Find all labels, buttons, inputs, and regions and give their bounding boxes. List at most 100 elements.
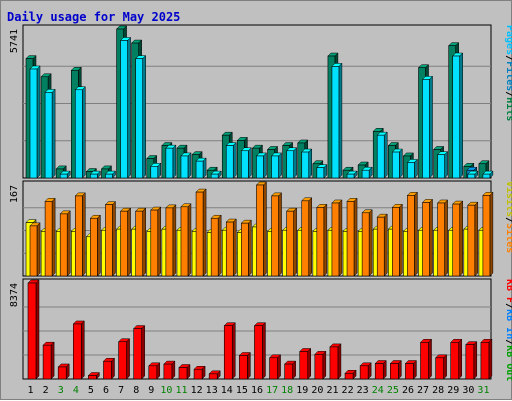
legend-item: / (504, 339, 512, 345)
x-tick-label: 23 (357, 385, 369, 396)
bar-kbf (42, 341, 55, 380)
bar-pages (180, 152, 192, 179)
bar-pages (195, 157, 207, 179)
bar-sites-side (97, 214, 101, 277)
bar-kbf-side (428, 338, 432, 380)
bar-pages-side (36, 65, 41, 179)
bar-pages-front (44, 92, 53, 179)
bar-pages-front (74, 89, 83, 179)
x-tick-label: 26 (402, 385, 414, 396)
bar-sites-front (210, 217, 219, 277)
bar-kbf-front (480, 342, 490, 380)
x-tick-label: 24 (372, 385, 384, 396)
bar-sites-front (407, 195, 415, 277)
bar-sites (240, 219, 252, 277)
panel-max-label: 167 (9, 185, 20, 203)
bar-sites-front (331, 202, 340, 277)
bar-kbf-front (178, 367, 188, 380)
x-tick-label: 27 (417, 385, 429, 396)
bar-hits (100, 165, 113, 179)
bar-kbf (117, 338, 131, 380)
bar-kbf-front (148, 365, 158, 380)
bar-kbf-front (344, 372, 354, 380)
legend-item: KB Out (504, 345, 512, 381)
x-tick-label: 8 (133, 385, 139, 396)
panel-legend: Pages/Files/Hits (504, 25, 512, 121)
bar-sites (104, 201, 117, 277)
bar-kbf-front (27, 282, 37, 380)
bar-sites-side (263, 181, 267, 277)
bar-pages (286, 147, 298, 179)
bar-sites-side (383, 213, 388, 277)
bar-kbf-front (284, 363, 293, 380)
x-tick-label: 13 (206, 385, 218, 396)
bar-pages (346, 170, 358, 179)
bar-sites-front (135, 210, 143, 277)
bar-sites-side (66, 210, 71, 277)
bar-sites-side (293, 207, 297, 277)
bar-kbf-side (247, 351, 251, 380)
bar-pages (59, 170, 71, 179)
bar-pages-front (241, 150, 249, 179)
bar-pages (165, 144, 177, 179)
legend-item: / (504, 55, 512, 61)
bar-pages (270, 152, 283, 179)
bar-pages-side (233, 141, 237, 179)
bar-pages-front (150, 166, 159, 179)
x-tick-label: 25 (387, 385, 399, 396)
bar-pages (316, 164, 328, 179)
bar-kbf (72, 320, 85, 380)
bar-kbf (148, 362, 161, 380)
bar-sites (331, 199, 343, 277)
bar-pages-front (90, 173, 98, 179)
bar-sites (301, 197, 313, 277)
x-tick-label: 30 (462, 385, 474, 396)
x-tick-label: 1 (28, 385, 34, 396)
bar-pages (240, 147, 252, 179)
bar-pages (119, 36, 132, 179)
bar-kbf-front (57, 366, 67, 380)
bar-kbf-side (81, 320, 85, 380)
bar-pages-front (120, 40, 128, 179)
legend-item: KB In (504, 309, 512, 339)
legend-item: Pages (504, 25, 512, 55)
legend-item: / (504, 217, 512, 223)
bar-pages-front (467, 173, 476, 179)
x-tick-label: 17 (266, 385, 278, 396)
bar-kbf (404, 359, 418, 380)
bar-kbf-side (126, 338, 130, 380)
bar-kbf-front (193, 368, 203, 380)
bar-sites-side (399, 203, 403, 277)
bar-pages-front (135, 58, 143, 179)
bar-kbf-side (367, 362, 372, 380)
bar-pages-side (202, 157, 207, 179)
bar-kbf-side (50, 341, 55, 380)
bar-kbf-side (262, 322, 266, 380)
bar-pages-side (293, 147, 297, 179)
bar-sites (361, 209, 373, 277)
bar-sites-side (474, 201, 479, 277)
bar-sites-front (74, 195, 83, 277)
bar-sites-side (233, 218, 237, 277)
chart-panels: 5741Pages/Files/Hits167Visits/Sites8374K… (9, 24, 512, 381)
bar-pages-side (187, 152, 192, 179)
bar-sites (44, 197, 56, 277)
bar-sites (225, 218, 237, 277)
bar-kbf (450, 338, 463, 380)
bar-pages-side (82, 86, 86, 179)
bar-kbf (57, 363, 70, 380)
bar-pages (482, 170, 494, 179)
bar-pages-side (263, 152, 267, 179)
bar-pages-front (301, 151, 310, 179)
bar-sites-side (459, 200, 463, 277)
bar-kbf-side (413, 359, 417, 380)
bar-sites (286, 207, 298, 277)
bar-kbf-side (382, 359, 387, 380)
bar-sites-front (346, 201, 355, 277)
bar-kbf (344, 369, 357, 380)
bar-pages (89, 170, 101, 179)
bar-pages (104, 170, 117, 179)
bar-sites (482, 191, 494, 277)
bar-pages (452, 52, 464, 179)
